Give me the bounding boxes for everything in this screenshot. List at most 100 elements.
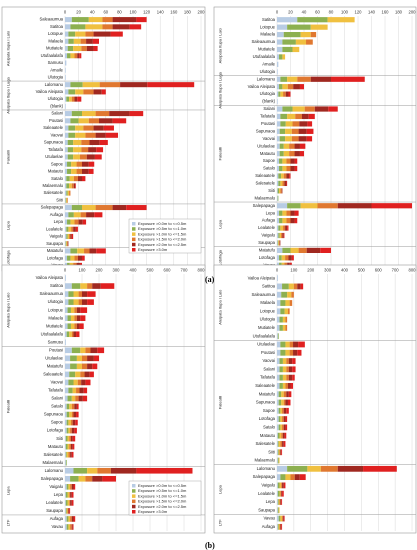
bar-segment — [136, 17, 147, 23]
bar-segment — [277, 84, 280, 90]
bar-segment — [278, 173, 282, 179]
bar-segment — [277, 98, 278, 105]
bar-segment — [277, 247, 283, 254]
bar-segment — [65, 492, 68, 498]
figure-label-b: (b) — [205, 541, 215, 550]
bar-segment — [277, 61, 279, 67]
bar-segment — [70, 323, 75, 330]
bar-segment — [78, 219, 83, 225]
category-label: Lalomanu — [45, 468, 64, 473]
legend-swatch — [132, 242, 136, 247]
bar-segment — [281, 449, 283, 456]
bar-segment — [277, 240, 278, 246]
category-label: Lotofaga — [259, 255, 276, 260]
category-label: Utufaalalafa — [253, 54, 276, 59]
bar-segment — [71, 226, 74, 232]
bar-segment — [71, 17, 89, 23]
category-label: Satitoa — [50, 283, 64, 288]
bar-segment — [68, 516, 71, 522]
bar-segment — [84, 248, 90, 254]
group-label: Lotofaga — [218, 249, 223, 265]
bar-segment — [279, 383, 283, 389]
bar-segment — [92, 283, 101, 289]
bar-segment — [285, 128, 292, 134]
group-label: Aleipata Itupa i Lalo — [6, 30, 11, 66]
category-label: Lepa — [266, 210, 276, 215]
bar-segment — [300, 31, 311, 38]
bar-segment — [280, 515, 283, 522]
bar-segment — [277, 188, 278, 194]
bar-segment — [65, 60, 67, 66]
bar-segment — [285, 424, 288, 431]
bar-segment — [280, 225, 284, 231]
bar-segment — [281, 232, 283, 239]
bar-segment — [75, 31, 86, 37]
category-label: Sapunaoa — [44, 412, 64, 417]
bar-segment — [287, 225, 289, 231]
bar-segment — [77, 379, 82, 386]
bar-segment — [67, 168, 72, 174]
bar-segment — [277, 69, 278, 75]
bar-segment — [75, 395, 79, 402]
x-tick-label: 20 — [76, 10, 81, 15]
legend-entry: Exposure >0.5m to <=1.0m — [138, 226, 187, 231]
bar-segment — [68, 427, 71, 434]
bar-segment — [300, 283, 304, 290]
bar-segment — [289, 300, 293, 306]
bar-segment — [101, 89, 106, 95]
bar-segment — [129, 24, 142, 30]
category-label: Utulaelae — [45, 154, 63, 159]
x-tick-label: 400 — [341, 268, 349, 273]
x-tick-label: 400 — [130, 268, 138, 273]
bar-segment — [277, 165, 280, 172]
bar-segment — [277, 358, 280, 364]
bar-segment — [277, 474, 281, 481]
bar-segment — [317, 203, 338, 209]
bar-segment — [289, 143, 295, 149]
x-tick-label: 160 — [170, 10, 178, 15]
bar-segment — [277, 188, 280, 194]
bar-segment — [74, 219, 79, 225]
bar-segment — [286, 374, 289, 381]
group-label: Aleipata Itupa i Lalo — [218, 289, 223, 325]
bar-segment — [67, 147, 74, 153]
bar-segment — [285, 383, 288, 389]
bar-segment — [278, 407, 281, 414]
group-label: Aleipata Itupa i Luga — [6, 77, 11, 114]
category-label: Lepa — [54, 492, 64, 497]
bar-segment — [285, 225, 288, 231]
bar-segment — [307, 121, 313, 127]
bar-segment — [278, 441, 281, 447]
bar-segment — [299, 121, 308, 127]
bar-segment — [65, 241, 66, 247]
category-label: Saleaatele — [43, 372, 63, 377]
bar-segment — [277, 113, 281, 120]
bar-segment — [81, 147, 89, 153]
bar-segment — [65, 315, 68, 321]
bar-segment — [280, 76, 288, 82]
bar-segment — [68, 226, 72, 232]
group-label: Falealili — [218, 147, 223, 161]
bar-segment — [286, 366, 289, 373]
x-tick-label: 100 — [341, 10, 349, 15]
bar-segment — [65, 197, 66, 203]
bar-segment — [299, 151, 304, 157]
category-label: Poutasi — [261, 121, 275, 126]
bar-segment — [307, 465, 321, 472]
bar-segment — [65, 82, 71, 88]
bar-segment — [277, 391, 279, 398]
category-label: Poutasi — [49, 118, 63, 123]
bar-segment — [70, 435, 73, 442]
bar-segment — [97, 467, 111, 474]
bar-segment — [282, 165, 287, 172]
bar-segment — [65, 299, 69, 305]
bar-segment — [65, 435, 66, 442]
bar-segment — [279, 136, 286, 142]
bar-segment — [95, 205, 113, 211]
bar-segment — [100, 283, 115, 289]
bar-segment — [279, 358, 283, 364]
bar-segment — [281, 490, 283, 497]
bar-segment — [277, 128, 280, 134]
bar-segment — [277, 203, 288, 209]
bar-segment — [65, 31, 69, 37]
